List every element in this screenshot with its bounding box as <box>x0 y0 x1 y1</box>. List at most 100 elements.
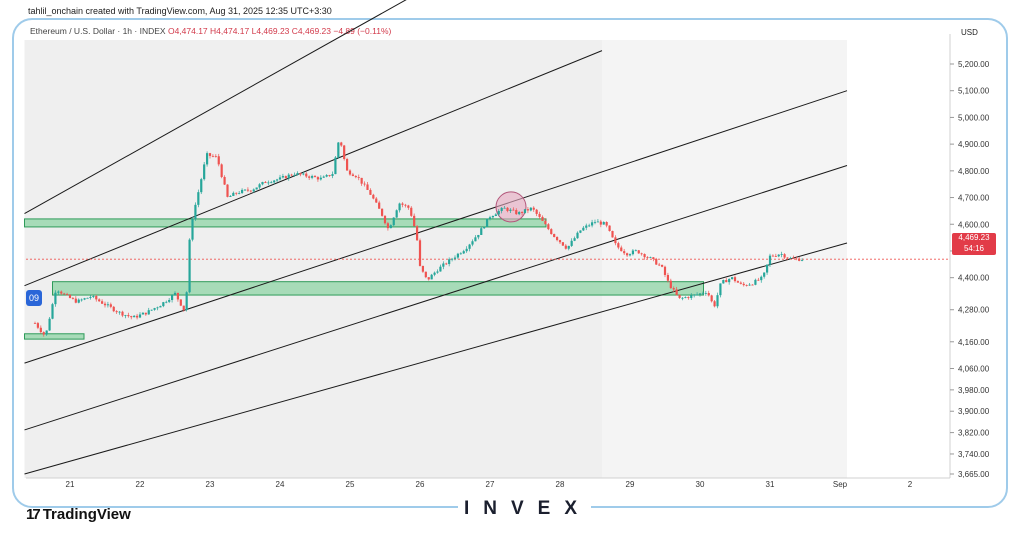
channel-line <box>24 90 848 364</box>
candle-body <box>643 254 646 258</box>
candle-body <box>631 250 635 255</box>
candle-body <box>205 153 209 165</box>
candle-body <box>310 176 314 178</box>
candle-body <box>602 222 605 225</box>
candle-body <box>555 237 559 241</box>
candle-body <box>264 182 267 183</box>
candle-body <box>614 237 617 244</box>
candle-body <box>725 280 728 283</box>
candle-body <box>786 257 789 259</box>
candle-body <box>182 305 185 311</box>
candle-body <box>681 297 684 299</box>
candle-body <box>340 142 343 146</box>
candle-body <box>191 219 194 240</box>
candle-body <box>229 195 232 197</box>
candle-body <box>465 248 468 252</box>
candle-body <box>625 253 629 256</box>
x-tick-label: 25 <box>346 480 355 489</box>
x-tick-label: 30 <box>696 480 705 489</box>
y-tick-label: 3,820.00 <box>958 429 990 438</box>
candle-body <box>138 314 142 318</box>
candle-body <box>223 176 226 185</box>
candle-body <box>144 312 147 315</box>
candle-body <box>325 175 328 177</box>
channel-line <box>24 50 603 287</box>
support-zone <box>24 218 547 228</box>
candle-body <box>407 205 410 208</box>
candle-body <box>690 295 693 299</box>
candle-countdown: 54:16 <box>963 243 985 253</box>
y-tick-label: 4,400.00 <box>958 274 990 283</box>
invex-logo: INVEX <box>458 498 592 520</box>
candle-body <box>623 251 626 254</box>
candle-body <box>36 323 40 328</box>
candle-body <box>655 258 658 265</box>
candle-body <box>459 253 462 255</box>
candle-body <box>494 214 497 217</box>
candle-body <box>485 218 489 227</box>
candle-body <box>86 297 89 299</box>
candle-body <box>89 296 92 298</box>
tradingview-icon: 17 <box>26 506 41 523</box>
candle-body <box>751 284 754 286</box>
candle-body <box>308 176 311 178</box>
tradingview-logo[interactable]: 17 TradingView <box>26 506 131 523</box>
candle-body <box>573 238 576 241</box>
candle-body <box>156 307 159 309</box>
candle-body <box>217 156 220 165</box>
x-tick-label: 22 <box>136 480 145 489</box>
candle-body <box>780 254 783 255</box>
candle-body <box>305 173 308 177</box>
candle-body <box>564 245 567 249</box>
candle-body <box>109 304 112 307</box>
candle-body <box>238 192 241 194</box>
candle-body <box>695 294 699 296</box>
candle-body <box>693 294 696 296</box>
candle-body <box>322 176 325 178</box>
candle-body <box>404 204 407 206</box>
candle-body <box>544 220 547 225</box>
candle-body <box>211 155 215 157</box>
candle-body <box>77 299 80 303</box>
candle-body <box>666 274 670 281</box>
candle-body <box>83 298 86 300</box>
candle-body <box>745 285 748 286</box>
candle-body <box>328 175 331 176</box>
candle-body <box>153 308 156 310</box>
candle-body <box>284 176 287 179</box>
candle-body <box>127 315 130 317</box>
candle-body <box>185 292 188 311</box>
candle-body <box>520 212 524 213</box>
candle-body <box>173 292 177 296</box>
x-tick-label: 27 <box>486 480 495 489</box>
candle-body <box>535 209 538 214</box>
candle-body <box>398 203 401 211</box>
candle-body <box>319 177 322 180</box>
y-tick-label: 3,665.00 <box>958 470 990 479</box>
y-tick-label: 4,280.00 <box>958 306 990 315</box>
support-zone <box>24 333 85 340</box>
candle-body <box>439 266 442 272</box>
candle-body <box>415 226 419 241</box>
candle-body <box>561 242 565 246</box>
candle-body <box>538 213 541 217</box>
candle-body <box>515 210 518 215</box>
candle-body <box>433 272 436 275</box>
candle-body <box>462 251 465 254</box>
candle-body <box>354 175 357 178</box>
candle-body <box>430 274 433 280</box>
candle-body <box>203 164 206 180</box>
tradingview-logo-text: TradingView <box>42 506 131 523</box>
candle-body <box>351 174 355 176</box>
candle-body <box>605 222 608 226</box>
candle-body <box>363 183 366 185</box>
candle-body <box>748 284 751 286</box>
alert-badge[interactable]: 09 <box>26 290 42 306</box>
candle-body <box>719 283 722 296</box>
candle-body <box>65 293 69 295</box>
candle-body <box>401 203 404 205</box>
invex-logo-text: INVEX <box>464 498 592 519</box>
candle-body <box>197 192 200 205</box>
candle-body <box>124 315 127 316</box>
